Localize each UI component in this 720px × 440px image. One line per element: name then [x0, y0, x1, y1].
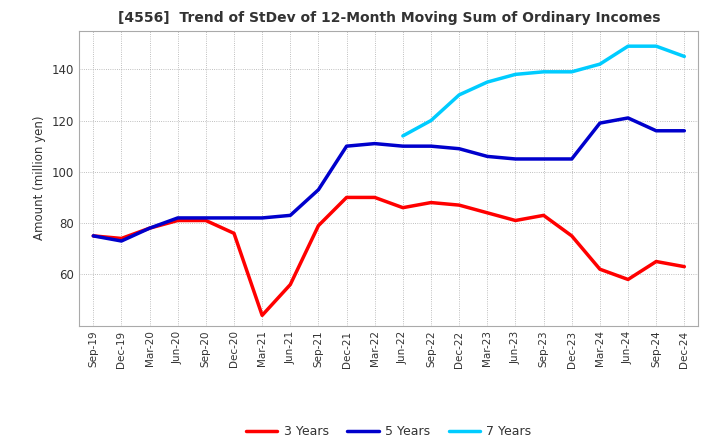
- Legend: 3 Years, 5 Years, 7 Years: 3 Years, 5 Years, 7 Years: [241, 420, 536, 440]
- 3 Years: [286, 282, 294, 287]
- 3 Years: [483, 210, 492, 216]
- 5 Years: [202, 215, 210, 220]
- 3 Years: [427, 200, 436, 205]
- 5 Years: [680, 128, 688, 133]
- 5 Years: [117, 238, 126, 244]
- 7 Years: [539, 69, 548, 74]
- 7 Years: [652, 44, 660, 49]
- Y-axis label: Amount (million yen): Amount (million yen): [33, 116, 46, 240]
- 5 Years: [539, 156, 548, 161]
- 3 Years: [89, 233, 98, 238]
- 3 Years: [652, 259, 660, 264]
- 3 Years: [624, 277, 632, 282]
- 5 Years: [652, 128, 660, 133]
- Title: [4556]  Trend of StDev of 12-Month Moving Sum of Ordinary Incomes: [4556] Trend of StDev of 12-Month Moving…: [117, 11, 660, 26]
- 5 Years: [370, 141, 379, 146]
- 7 Years: [399, 133, 408, 139]
- Line: 7 Years: 7 Years: [403, 46, 684, 136]
- 3 Years: [258, 313, 266, 318]
- 3 Years: [399, 205, 408, 210]
- Line: 3 Years: 3 Years: [94, 198, 684, 315]
- 7 Years: [680, 54, 688, 59]
- 5 Years: [314, 187, 323, 192]
- 5 Years: [145, 226, 154, 231]
- 5 Years: [258, 215, 266, 220]
- 7 Years: [427, 118, 436, 123]
- 5 Years: [399, 143, 408, 149]
- 7 Years: [595, 62, 604, 67]
- 5 Years: [230, 215, 238, 220]
- 3 Years: [342, 195, 351, 200]
- 7 Years: [511, 72, 520, 77]
- 3 Years: [202, 218, 210, 223]
- 3 Years: [595, 267, 604, 272]
- 5 Years: [624, 115, 632, 121]
- 3 Years: [567, 233, 576, 238]
- 3 Years: [314, 223, 323, 228]
- 3 Years: [117, 236, 126, 241]
- 5 Years: [595, 121, 604, 126]
- 3 Years: [539, 213, 548, 218]
- 5 Years: [342, 143, 351, 149]
- Line: 5 Years: 5 Years: [94, 118, 684, 241]
- 3 Years: [230, 231, 238, 236]
- 3 Years: [145, 226, 154, 231]
- 5 Years: [511, 156, 520, 161]
- 5 Years: [286, 213, 294, 218]
- 5 Years: [483, 154, 492, 159]
- 5 Years: [174, 215, 182, 220]
- 3 Years: [174, 218, 182, 223]
- 7 Years: [455, 92, 464, 98]
- 3 Years: [511, 218, 520, 223]
- 7 Years: [483, 80, 492, 85]
- 3 Years: [680, 264, 688, 269]
- 5 Years: [455, 146, 464, 151]
- 5 Years: [567, 156, 576, 161]
- 5 Years: [89, 233, 98, 238]
- 5 Years: [427, 143, 436, 149]
- 7 Years: [624, 44, 632, 49]
- 7 Years: [567, 69, 576, 74]
- 3 Years: [370, 195, 379, 200]
- 3 Years: [455, 202, 464, 208]
